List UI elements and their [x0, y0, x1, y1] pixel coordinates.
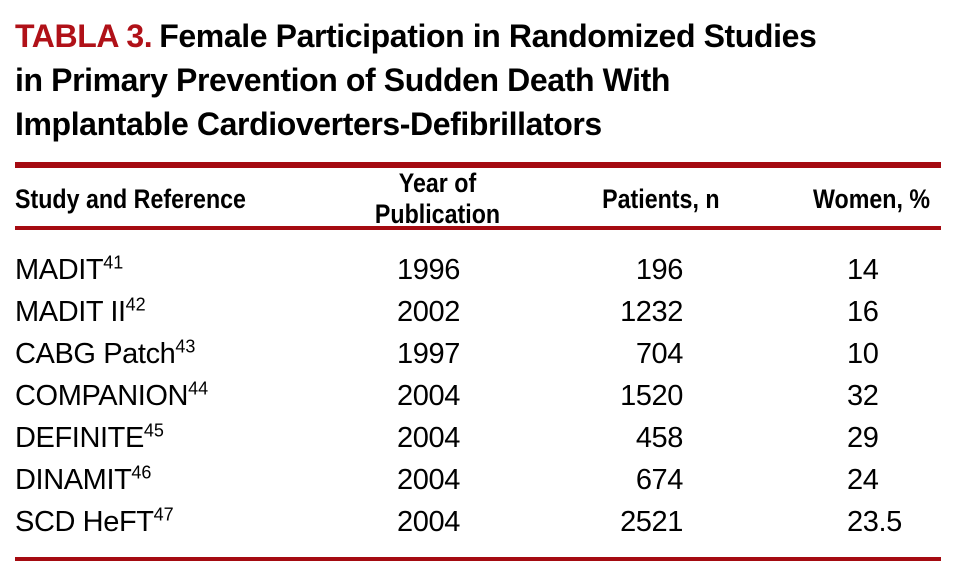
cell-year: 1996	[397, 253, 460, 286]
cell-year: 2004	[397, 505, 460, 538]
table-row: DINAMIT46 2004 674 24	[15, 459, 941, 501]
cell-patients: 1520	[620, 379, 683, 412]
reference-superscript: 43	[175, 335, 196, 356]
col-header-study-label: Study and Reference	[15, 183, 246, 214]
table-title: TABLA 3. Female Participation in Randomiz…	[15, 14, 941, 146]
cell-women: 10	[847, 337, 879, 370]
table-header-rule	[15, 226, 941, 230]
col-header-year: Year of Publication	[325, 168, 550, 230]
study-name: DEFINITE	[15, 421, 144, 454]
cell-women: 23.5	[847, 505, 902, 538]
study-name: CABG Patch	[15, 337, 176, 370]
cell-study: DEFINITE45	[15, 419, 325, 455]
table-body: MADIT41 1996 196 14 MADIT II42 2002 1232…	[15, 230, 941, 557]
study-name: MADIT	[15, 253, 104, 286]
cell-year: 2004	[397, 421, 460, 454]
col-header-women: Women, %	[720, 184, 941, 215]
cell-women: 14	[847, 253, 879, 286]
study-name: MADIT II	[15, 295, 126, 328]
cell-patients: 196	[635, 253, 684, 286]
cell-study: MADIT41	[15, 251, 325, 287]
title-line-3: Implantable Cardioverters-Defibrillators	[15, 106, 602, 142]
study-name: COMPANION	[15, 379, 189, 412]
reference-superscript: 44	[188, 377, 209, 398]
table-row: CABG Patch43 1997 704 10	[15, 333, 941, 375]
paper-table-figure: TABLA 3. Female Participation in Randomiz…	[15, 14, 941, 561]
reference-superscript: 42	[125, 293, 146, 314]
col-header-women-label: Women, %	[813, 183, 930, 214]
table-top-rule	[15, 162, 941, 168]
table-header-row: Study and Reference Year of Publication …	[15, 168, 941, 229]
reference-superscript: 47	[153, 503, 174, 524]
title-line-1: TABLA 3. Female Participation in Randomiz…	[15, 14, 941, 58]
cell-year: 2004	[397, 463, 460, 496]
reference-superscript: 45	[143, 419, 164, 440]
cell-women: 29	[847, 421, 879, 454]
cell-study: COMPANION44	[15, 377, 325, 413]
title-line-2: in Primary Prevention of Sudden Death Wi…	[15, 62, 670, 98]
table-bottom-rule	[15, 557, 941, 561]
cell-women: 16	[847, 295, 879, 328]
cell-study: SCD HeFT47	[15, 503, 325, 539]
reference-superscript: 46	[131, 461, 152, 482]
table-number-label: TABLA 3.	[15, 18, 153, 54]
cell-study: DINAMIT46	[15, 461, 325, 497]
cell-year: 1997	[397, 337, 460, 370]
cell-patients: 458	[635, 421, 684, 454]
study-name: SCD HeFT	[15, 505, 154, 538]
cell-patients: 1232	[620, 295, 683, 328]
cell-year: 2004	[397, 379, 460, 412]
table-row: SCD HeFT47 2004 2521 23.5	[15, 501, 941, 543]
cell-study: MADIT II42	[15, 293, 325, 329]
participation-table: Study and Reference Year of Publication …	[15, 162, 941, 561]
study-name: DINAMIT	[15, 463, 132, 496]
cell-study: CABG Patch43	[15, 335, 325, 371]
cell-year: 2002	[397, 295, 460, 328]
col-header-patients-label: Patients, n	[602, 183, 720, 214]
cell-women: 24	[847, 463, 879, 496]
cell-women: 32	[847, 379, 879, 412]
cell-patients: 674	[635, 463, 684, 496]
col-header-patients: Patients, n	[550, 184, 720, 215]
table-row: DEFINITE45 2004 458 29	[15, 417, 941, 459]
col-header-year-label: Year of Publication	[374, 168, 501, 229]
title-line-1-text: Female Participation in Randomized Studi…	[159, 18, 817, 54]
cell-patients: 2521	[620, 505, 683, 538]
col-header-study: Study and Reference	[15, 184, 325, 215]
table-row: COMPANION44 2004 1520 32	[15, 375, 941, 417]
table-row: MADIT41 1996 196 14	[15, 249, 941, 291]
table-row: MADIT II42 2002 1232 16	[15, 291, 941, 333]
cell-patients: 704	[635, 337, 684, 370]
reference-superscript: 41	[103, 251, 124, 272]
